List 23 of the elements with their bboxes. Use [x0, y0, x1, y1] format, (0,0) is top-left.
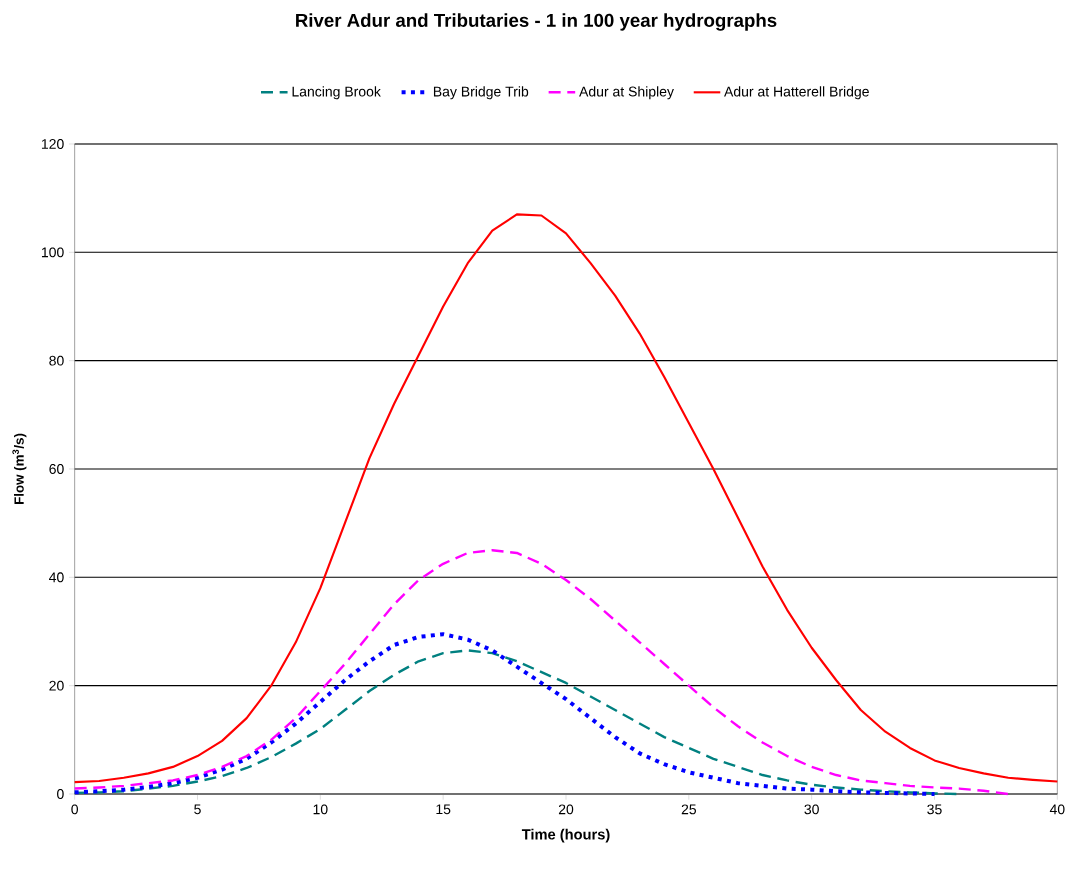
y-tick-label: 40: [49, 572, 64, 583]
y-tick-label: 80: [49, 355, 64, 366]
x-tick-label: 20: [558, 804, 574, 815]
x-tick-label: 25: [681, 804, 697, 815]
legend-label: Adur at Hatterell Bridge: [724, 86, 869, 100]
y-tick-label: 120: [41, 139, 64, 149]
y-tick-label: 0: [57, 789, 64, 799]
y-tick-label: 60: [49, 464, 64, 474]
x-tick-label: 35: [927, 804, 942, 815]
x-tick-label: 40: [1049, 804, 1065, 815]
legend-label: Bay Bridge Trib: [433, 86, 529, 100]
x-tick-label: 5: [194, 804, 201, 815]
chart-title: River Adur and Tributaries - 1 in 100 year hydrographs: [296, 13, 777, 31]
x-axis-title: Time (hours): [521, 828, 610, 843]
legend-label: Lancing Brook: [292, 86, 381, 100]
y-axis-title: Flow (m$^{3}$/s): [12, 433, 27, 504]
y-tick-label: 20: [49, 680, 64, 691]
x-tick-label: 30: [804, 804, 819, 815]
x-tick-label: 0: [71, 804, 79, 815]
x-tick-label: 15: [436, 804, 451, 815]
y-tick-label: 100: [41, 247, 64, 258]
x-tick-label: 10: [313, 804, 328, 815]
legend-label: Adur at Shipley: [579, 86, 674, 100]
